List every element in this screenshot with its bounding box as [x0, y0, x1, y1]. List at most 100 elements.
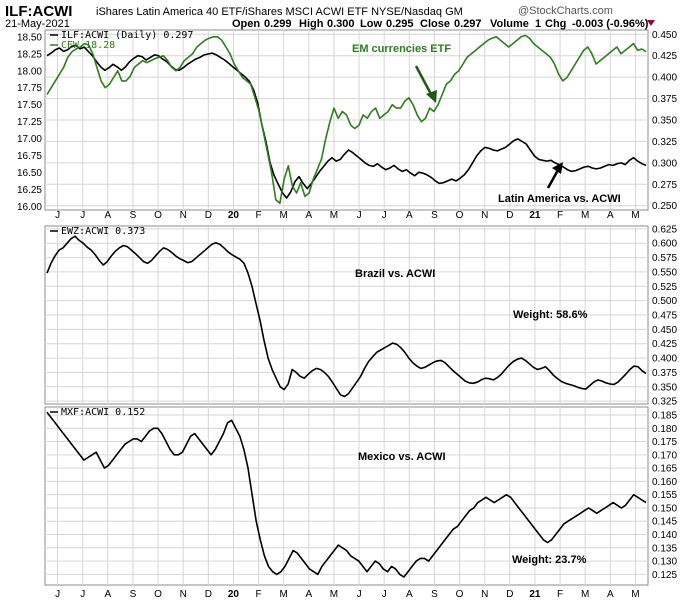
y-left-tick-label: 18.50	[17, 32, 42, 43]
y-right-tick-label: 0.185	[652, 410, 677, 421]
y-right-tick-label: 0.325	[652, 137, 677, 148]
y-right-tick-label: 0.350	[652, 382, 677, 393]
series-line-cew	[46, 34, 647, 204]
y-right-tick-label: 0.180	[652, 424, 677, 435]
y-right-tick-label: 0.250	[652, 201, 677, 212]
y-right-tick-label: 0.400	[652, 354, 677, 365]
x-tick-label-mid: O	[154, 210, 162, 221]
x-tick-label-mid: J	[357, 210, 362, 221]
y-right-tick-label: 0.475	[652, 311, 677, 322]
x-tick-label-bottom: M	[280, 589, 288, 600]
x-tick-label-bottom: O	[456, 589, 464, 600]
symbol-title: ILF:ACWI	[5, 3, 72, 20]
y-right-tick-label: 0.170	[652, 450, 677, 461]
top-legend: ILF:ACWI (Daily) 0.297 CEW 18.28	[50, 30, 193, 51]
series-line-mxf-acwi	[46, 411, 647, 578]
x-tick-label-bottom: A	[104, 589, 111, 600]
legend-ilf: ILF:ACWI (Daily) 0.297	[61, 30, 193, 41]
x-tick-label-mid: A	[305, 210, 312, 221]
volume-value: 1	[535, 18, 541, 30]
x-tick-label-bottom: A	[305, 589, 312, 600]
y-right-tick-label: 0.500	[652, 296, 677, 307]
high-value: 0.300	[327, 18, 355, 30]
y-right-tick-label: 0.600	[652, 239, 677, 250]
down-arrow-icon	[647, 20, 655, 26]
y-right-tick-label: 0.275	[652, 180, 677, 191]
x-tick-label-bottom: N	[481, 589, 488, 600]
arrow-icon-em	[414, 65, 437, 103]
close-value: 0.297	[454, 18, 482, 30]
x-tick-label-bottom: 21	[529, 589, 541, 600]
arrow-icon-latam	[546, 162, 563, 189]
volume-label: Volume	[490, 18, 529, 30]
x-tick-label-bottom: M	[330, 589, 338, 600]
x-tick-label-mid: J	[80, 210, 85, 221]
y-right-tick-label: 0.160	[652, 477, 677, 488]
x-tick-label-bottom: F	[256, 589, 262, 600]
legend-ewz: EWZ:ACWI 0.373	[61, 226, 145, 237]
open-value: 0.299	[264, 18, 292, 30]
x-tick-label-mid: N	[180, 210, 187, 221]
date-label: 21-May-2021	[5, 18, 70, 30]
panel-frame-bottom	[44, 406, 649, 586]
y-right-tick-label: 0.375	[652, 368, 677, 379]
x-tick-label-bottom: D	[205, 589, 212, 600]
x-tick-label-bottom: J	[357, 589, 362, 600]
y-left-tick-label: 17.25	[17, 117, 42, 128]
x-tick-label-mid: S	[431, 210, 438, 221]
x-tick-label-mid: J	[55, 210, 60, 221]
y-right-tick-label: 0.350	[652, 116, 677, 127]
x-tick-label-mid: A	[104, 210, 111, 221]
x-tick-label-mid: F	[557, 210, 563, 221]
x-tick-label-bottom: 20	[228, 589, 240, 600]
x-tick-label-mid: D	[506, 210, 513, 221]
y-right-tick-label: 0.150	[652, 503, 677, 514]
symbol-description: iShares Latin America 40 ETF/iShares MSC…	[96, 6, 463, 18]
legend-cew: CEW 18.28	[61, 40, 115, 51]
annotation-brazil-weight: Weight: 58.6%	[513, 309, 588, 321]
series-line-ilf-acwi	[46, 44, 647, 199]
series-line-ewz-acwi	[46, 235, 647, 398]
y-right-tick-label: 0.375	[652, 94, 677, 105]
y-right-tick-label: 0.175	[652, 437, 677, 448]
x-tick-label-bottom: A	[607, 589, 614, 600]
x-tick-label-bottom: N	[180, 589, 187, 600]
x-tick-label-mid: M	[280, 210, 288, 221]
x-tick-label-mid: A	[607, 210, 614, 221]
x-tick-label-bottom: S	[130, 589, 137, 600]
open-label: Open	[232, 18, 260, 30]
y-left-tick-label: 17.50	[17, 100, 42, 111]
y-right-tick-label: 0.450	[652, 30, 677, 41]
x-tick-label-mid: 21	[529, 210, 541, 221]
y-left-tick-label: 16.00	[17, 202, 42, 213]
y-left-tick-label: 16.25	[17, 185, 42, 196]
x-tick-label-bottom: D	[506, 589, 513, 600]
x-tick-label-bottom: S	[431, 589, 438, 600]
x-tick-label-mid: J	[382, 210, 387, 221]
y-right-tick-label: 0.550	[652, 267, 677, 278]
y-left-tick-label: 17.75	[17, 83, 42, 94]
x-tick-label-mid: M	[581, 210, 589, 221]
x-tick-label-mid: F	[256, 210, 262, 221]
x-tick-label-bottom: J	[80, 589, 85, 600]
annotation-mexico: Mexico vs. ACWI	[358, 451, 446, 463]
x-tick-label-mid: D	[205, 210, 212, 221]
chg-value: -0.003 (-0.96%)	[572, 18, 649, 30]
x-tick-label-bottom: O	[154, 589, 162, 600]
y-right-tick-label: 0.325	[652, 397, 677, 408]
x-tick-label-mid: S	[130, 210, 137, 221]
x-tick-label-bottom: M	[581, 589, 589, 600]
low-label: Low	[360, 18, 382, 30]
high-label: High	[299, 18, 324, 30]
y-right-tick-label: 0.165	[652, 464, 677, 475]
chg-label: Chg	[545, 18, 566, 30]
y-right-tick-label: 0.155	[652, 490, 677, 501]
x-tick-label-mid: O	[456, 210, 464, 221]
annotation-latin-america: Latin America vs. ACWI	[498, 193, 621, 205]
legend-mxf: MXF:ACWI 0.152	[61, 407, 145, 418]
x-tick-label-mid: N	[481, 210, 488, 221]
y-left-tick-label: 18.25	[17, 49, 42, 60]
y-right-tick-label: 0.575	[652, 253, 677, 264]
x-tick-label-mid: 20	[228, 210, 240, 221]
